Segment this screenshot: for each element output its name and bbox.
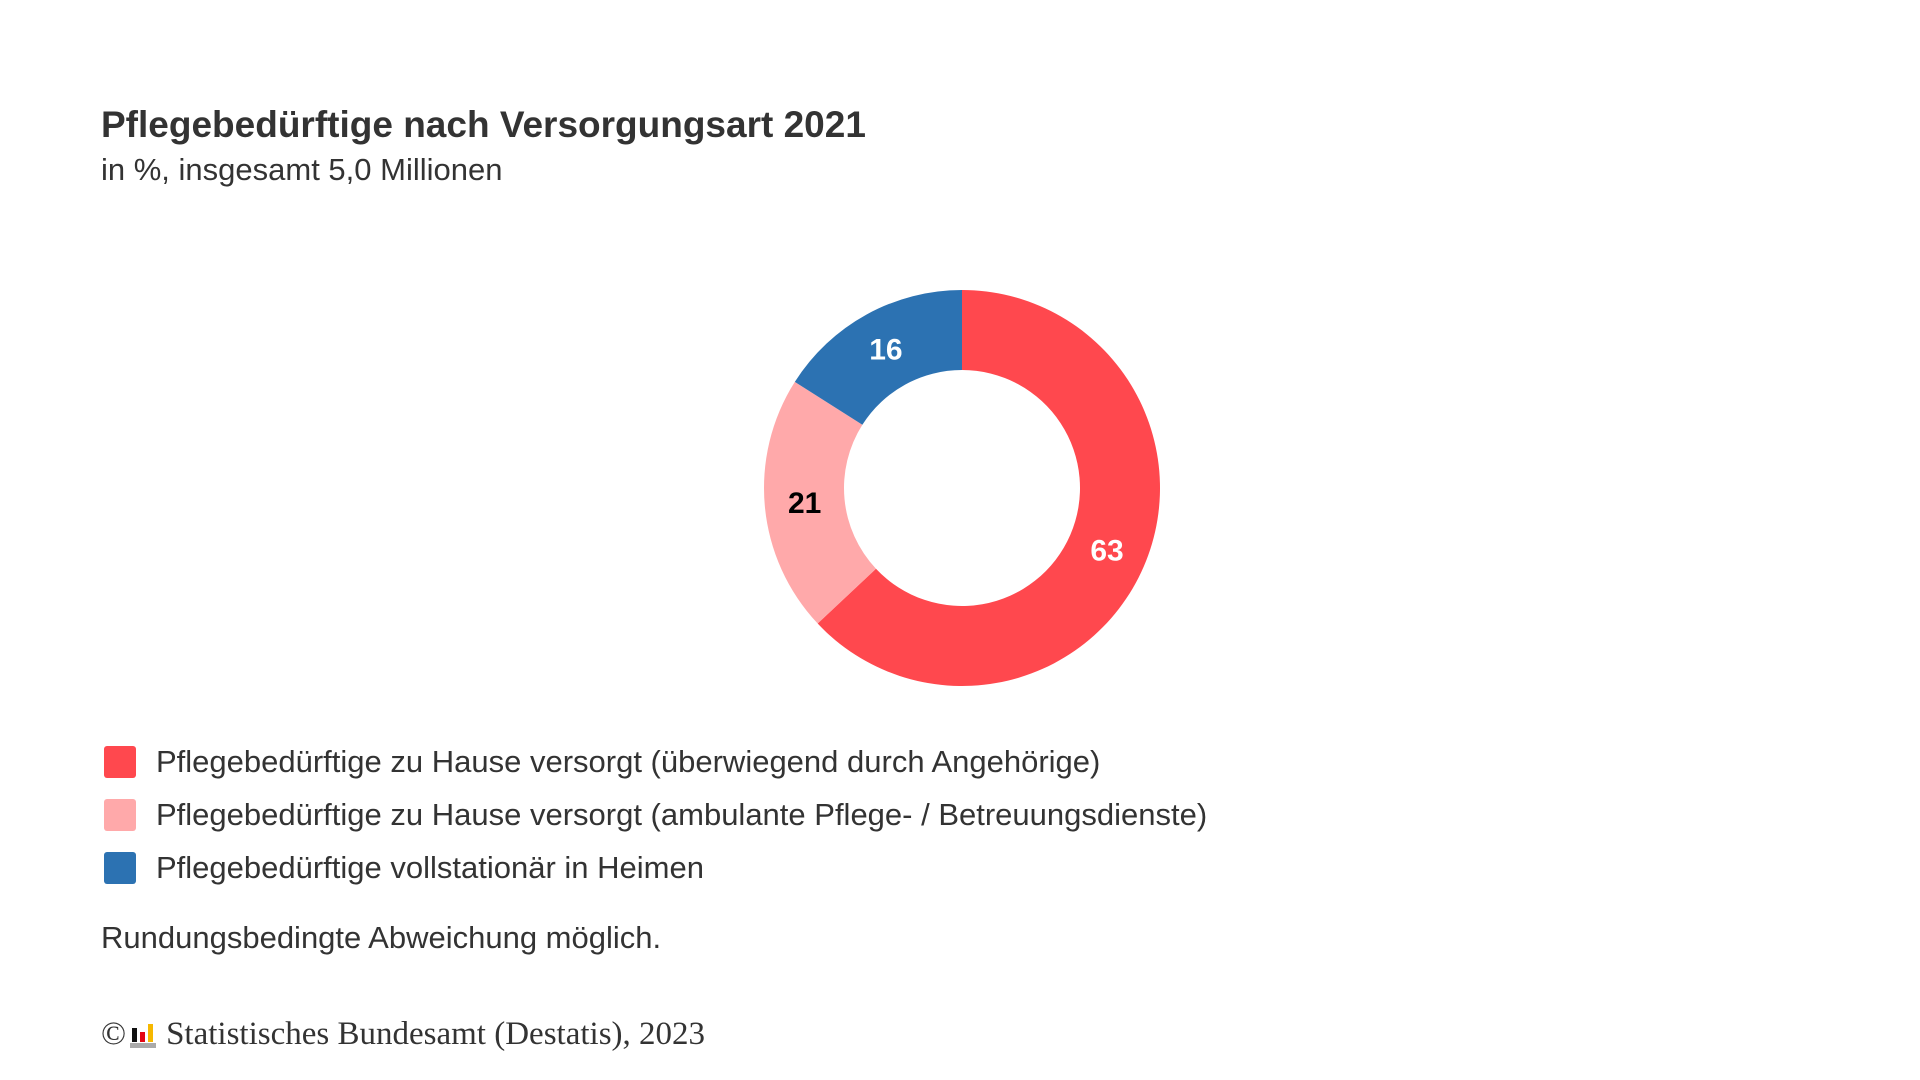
legend-label: Pflegebedürftige zu Hause versorgt (ambu… [156, 796, 1208, 832]
chart-subtitle: in %, insgesamt 5,0 Millionen [101, 152, 503, 187]
data-label: 16 [869, 334, 902, 367]
donut-slice[interactable] [817, 290, 1160, 686]
donut-slice[interactable] [794, 290, 962, 425]
legend-swatch [104, 798, 136, 831]
source-footer: © Statistisches Bundesamt (Destatis), 20… [101, 1016, 705, 1053]
chart-title: Pflegebedürftige nach Versorgungsart 202… [101, 104, 866, 145]
legend-item[interactable]: Pflegebedürftige zu Hause versorgt (ambu… [104, 788, 1207, 841]
legend-swatch [104, 745, 136, 778]
donut-slice[interactable] [764, 381, 876, 624]
legend-label: Pflegebedürftige zu Hause versorgt (über… [156, 743, 1101, 779]
legend-label: Pflegebedürftige vollstationär in Heimen [156, 849, 704, 885]
data-label: 21 [788, 487, 821, 520]
legend-swatch [104, 851, 136, 884]
legend-item[interactable]: Pflegebedürftige zu Hause versorgt (über… [104, 735, 1207, 788]
destatis-logo-icon [130, 1022, 158, 1048]
legend: Pflegebedürftige zu Hause versorgt (über… [104, 735, 1207, 894]
source-text: Statistisches Bundesamt (Destatis), 2023 [166, 1016, 706, 1052]
legend-item[interactable]: Pflegebedürftige vollstationär in Heimen [104, 841, 1207, 894]
data-label: 63 [1090, 535, 1123, 568]
copyright-symbol: © [101, 1016, 127, 1052]
rounding-note: Rundungsbedingte Abweichung möglich. [101, 920, 662, 955]
